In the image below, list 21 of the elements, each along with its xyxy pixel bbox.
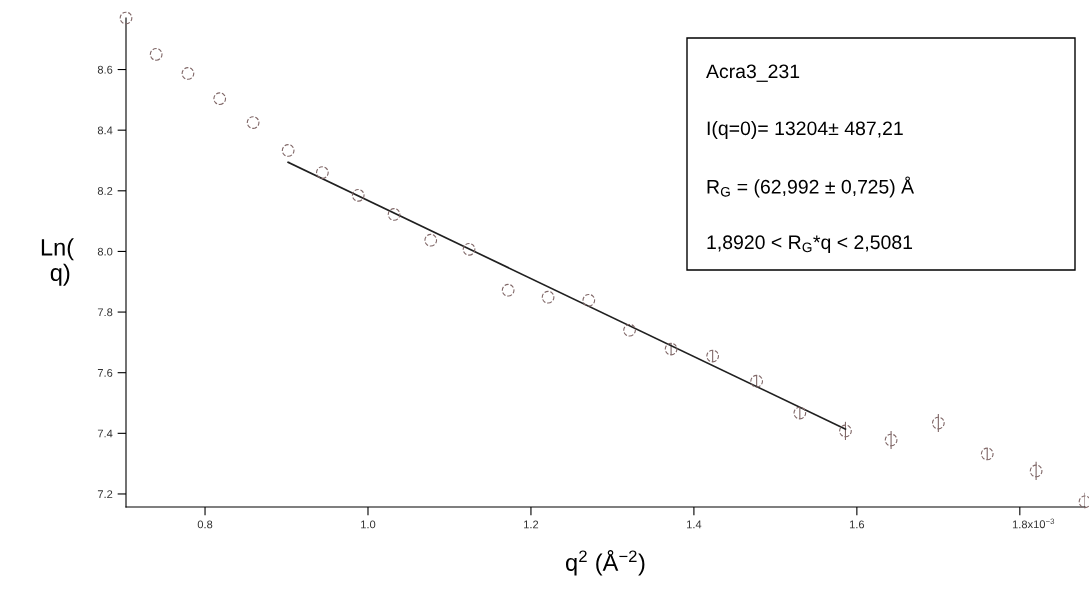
y-tick-label: 7.6	[97, 368, 113, 377]
annotation: 1,8920 < R$_{G}$*q < 2,5081	[707, 235, 913, 253]
x-tick-label: 0.8	[197, 520, 213, 529]
y-tick-label: 8.4	[97, 126, 113, 135]
x-tick-label: 1.8	[1012, 520, 1028, 529]
text: x10$^{−3}$	[1027, 518, 1055, 529]
y-axis-title: Ln( q)	[41, 238, 74, 286]
y-tick-label: 7.2	[97, 490, 113, 498]
annotation: Acra3_231	[706, 64, 800, 82]
y-tick-label: 8.0	[97, 247, 113, 256]
x-tick-label: 1.4	[687, 520, 702, 529]
y-tick-label: 8.6	[97, 65, 113, 74]
x-tick-label: 1.2	[524, 520, 539, 529]
y-tick-label: 7.4	[97, 429, 113, 438]
annotation: I(q=0)= 13204± 487,21	[707, 120, 903, 140]
x-tick-label: 1.6	[849, 520, 865, 529]
x-tick-label: 1.0	[361, 520, 376, 529]
y-tick-label: 8.2	[97, 187, 113, 195]
annotation: R$_{G}$ = (62,992 ± 0,725) Å	[707, 176, 915, 198]
x-axis-title: q$^{2}$ (Å$^{−2}$)	[566, 550, 645, 576]
y-tick-label: 7.8	[97, 308, 113, 317]
